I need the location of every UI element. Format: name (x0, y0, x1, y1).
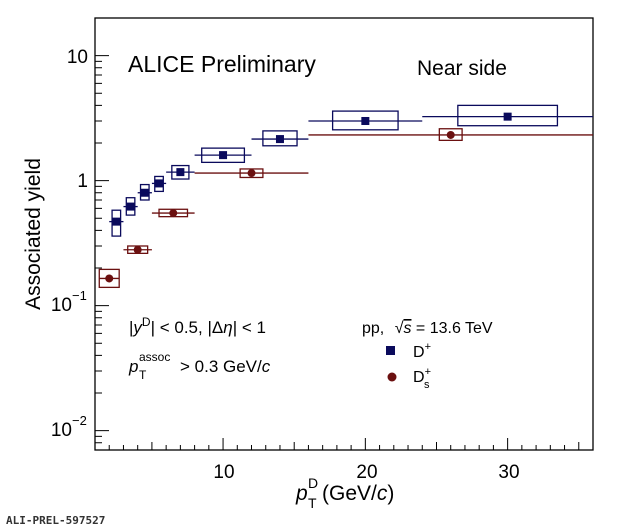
data-point (176, 168, 185, 177)
data-point (140, 188, 149, 197)
y-axis-title: Associated yield (22, 158, 45, 310)
y-tick-label-0.01: 10 −2 (51, 413, 87, 441)
svg-text:|yD| < 0.5, |Δη| < 1: |yD| < 0.5, |Δη| < 1 (129, 315, 266, 337)
legend-marker-dplus (386, 346, 395, 355)
svg-text:10: 10 (51, 420, 72, 441)
svg-text:D: D (308, 475, 318, 491)
data-point (133, 245, 142, 254)
legend-label-ds: D+ s (413, 366, 431, 391)
figure-id: ALI-PREL-597527 (6, 514, 106, 527)
y-tick-label-1: 1 (77, 171, 88, 192)
series-ds (98, 128, 593, 289)
data-point (112, 217, 121, 226)
chart-subtitle: Near side (417, 57, 507, 80)
series-dplus (109, 104, 593, 237)
syst-box (262, 130, 298, 147)
data-point (361, 116, 370, 125)
data-point (446, 130, 455, 139)
data-point (155, 179, 164, 188)
svg-text:T: T (139, 368, 147, 382)
data-point (247, 169, 256, 178)
legend-title: pp, √s = 13.6 TeV (362, 320, 493, 337)
data-point (105, 274, 114, 283)
svg-text:> 0.3 GeV/c: > 0.3 GeV/c (180, 357, 271, 376)
data-point (169, 209, 178, 218)
data-point (219, 151, 228, 160)
annotation-rapidity-cut: |yD| < 0.5, |Δη| < 1 (129, 315, 266, 337)
svg-text:10: 10 (67, 47, 88, 68)
y-tick-label-0.1: 10 −1 (51, 288, 87, 316)
svg-text:(GeV/c): (GeV/c) (322, 482, 394, 505)
legend-marker-ds (387, 372, 397, 382)
annotation-pt-assoc-cut: p T assoc > 0.3 GeV/c (128, 350, 271, 382)
x-tick-label-30: 30 (498, 462, 519, 483)
axis-ticks (95, 17, 580, 451)
data-point (275, 135, 284, 144)
data-point (126, 202, 135, 211)
syst-box (457, 104, 559, 127)
x-axis-title: p T D (GeV/c) (295, 475, 394, 511)
x-tick-label-20: 20 (356, 462, 377, 483)
svg-text:p: p (295, 482, 308, 505)
legend-label-dplus: D+ (413, 341, 431, 361)
svg-text:p: p (128, 357, 138, 376)
chart-title: ALICE Preliminary (128, 51, 316, 77)
x-tick-label-10: 10 (213, 462, 234, 483)
legend: pp, √s = 13.6 TeV D+ D+ s (362, 320, 493, 391)
svg-text:−1: −1 (72, 288, 87, 303)
svg-text:10: 10 (51, 295, 72, 316)
data-marks (98, 104, 593, 289)
svg-text:assoc: assoc (139, 350, 170, 364)
svg-text:1: 1 (77, 171, 88, 192)
svg-text:T: T (308, 495, 317, 511)
data-point (503, 112, 512, 121)
plot-frame (94, 17, 594, 451)
y-tick-label-10: 10 (67, 47, 88, 68)
syst-box (111, 209, 122, 237)
svg-text:−2: −2 (72, 413, 87, 428)
